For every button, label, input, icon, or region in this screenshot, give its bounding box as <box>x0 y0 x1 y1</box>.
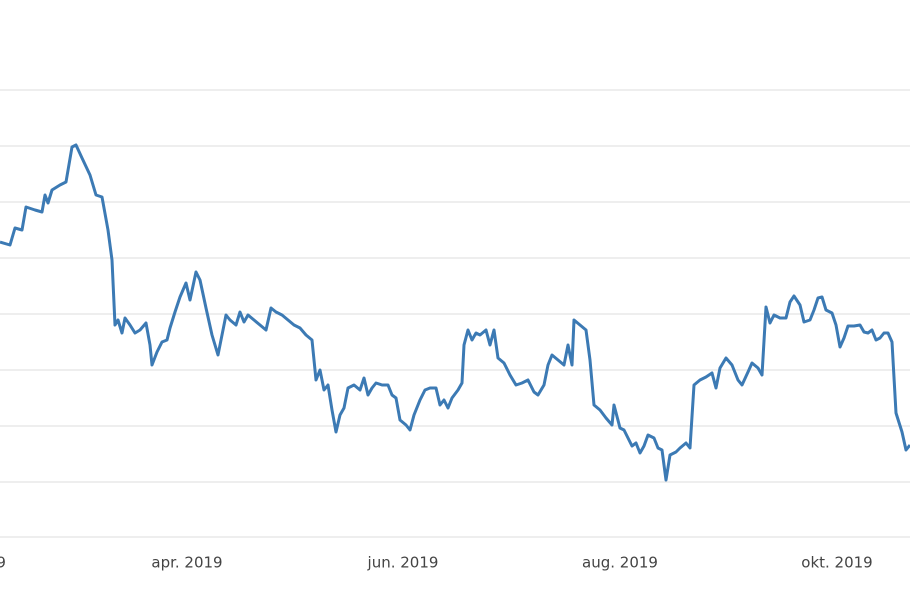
x-tick-label: okt. 2019 <box>801 554 872 572</box>
x-tick-label: aug. 2019 <box>582 554 658 572</box>
x-tick-label: apr. 2019 <box>151 554 222 572</box>
x-tick-label: jun. 2019 <box>367 554 439 572</box>
data-line <box>0 143 910 482</box>
x-tick-label: feb. 2019 <box>0 554 6 572</box>
